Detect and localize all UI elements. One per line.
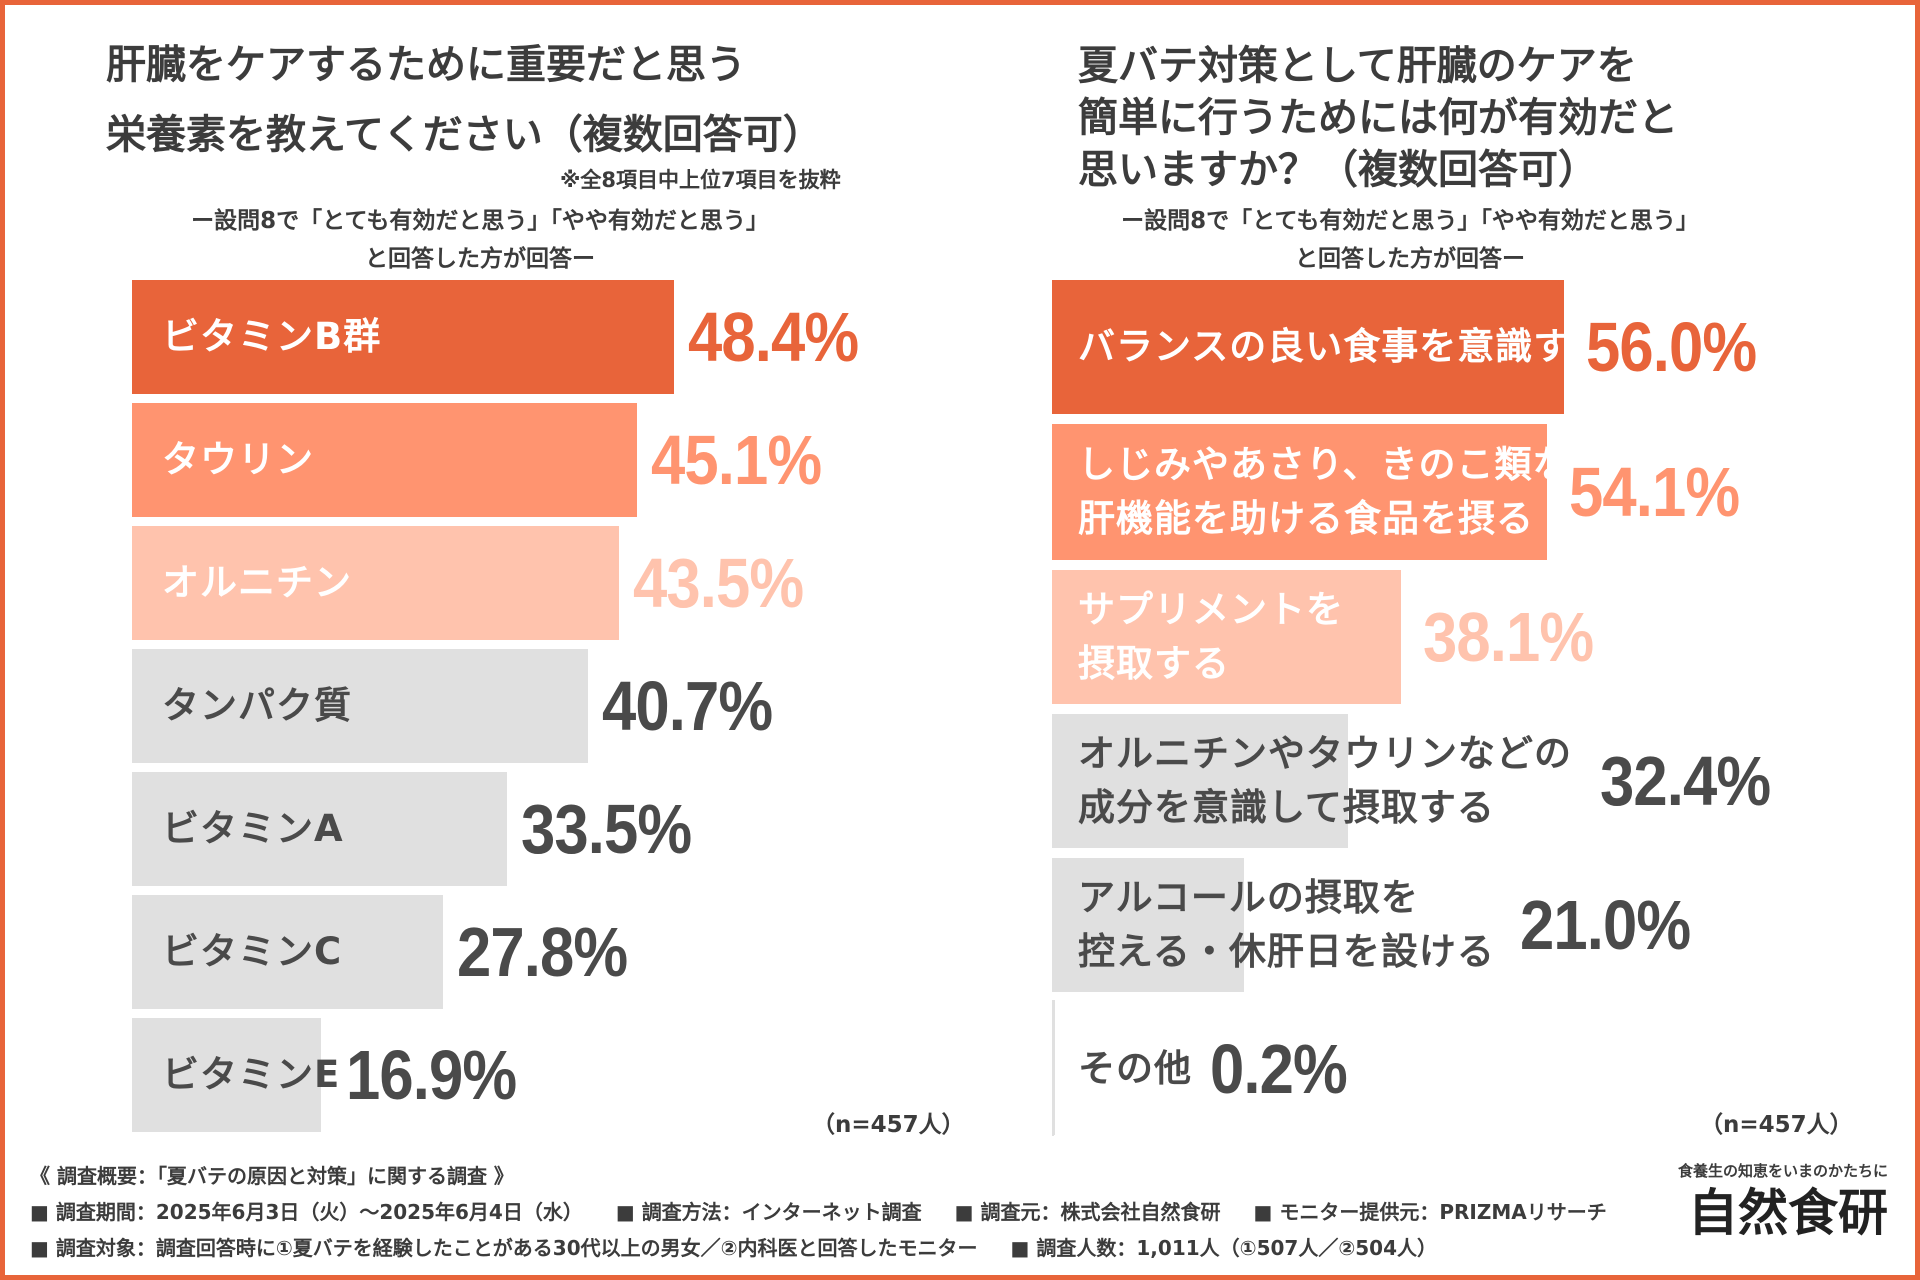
bar-label-line: ビタミンE bbox=[162, 1053, 341, 1096]
bar-label-line: ビタミンB群 bbox=[162, 315, 382, 358]
bar-label-line: オルニチンやタウリンなどの bbox=[1078, 732, 1572, 775]
bar-label-line: タンパク質 bbox=[162, 684, 352, 727]
left-sample-size: （n=457人） bbox=[812, 1112, 965, 1138]
bar-label-line: しじみやあさり、きのこ類など bbox=[1078, 443, 1609, 486]
bar-3 bbox=[1052, 570, 1401, 704]
brand-tagline: 食養生の知恵をいまのかたちに bbox=[1677, 1162, 1888, 1180]
bar-label-line: 摂取する bbox=[1078, 642, 1230, 685]
footer-count: ■ 調査人数：1,011人（①507人／②504人） bbox=[1010, 1236, 1438, 1260]
bar-label-4: タンパク質 bbox=[162, 679, 352, 733]
left-bar-chart: ビタミンB群 48.4% タウリン 45.1% オルニチン 43.5% タンパク質 40.7%… bbox=[132, 280, 1032, 1134]
bar-5 bbox=[1052, 858, 1245, 992]
bar-label-6: ビタミンC bbox=[162, 925, 342, 979]
bar-4 bbox=[132, 649, 588, 763]
bar-5 bbox=[132, 772, 508, 886]
right-title-line-1: 夏バテ対策として肝臓のケアを bbox=[1078, 43, 1637, 89]
bar-value-3: 43.5% bbox=[633, 544, 804, 622]
bar-label-line: ビタミンA bbox=[162, 807, 344, 850]
brand-name: 自然食研 bbox=[1688, 1183, 1888, 1242]
bar-label-line: 控える・休肝日を設ける bbox=[1078, 930, 1495, 973]
bar-3 bbox=[132, 526, 620, 640]
bar-value-2: 54.1% bbox=[1569, 453, 1740, 531]
left-title: 肝臓をケアするために重要だと思う 栄養素を教えてください（複数回答可） bbox=[106, 30, 823, 170]
bar-label-1: ビタミンB群 bbox=[162, 310, 381, 364]
bar-label-3: サプリメントを 摂取する bbox=[1078, 583, 1344, 691]
footer-monitor: ■ モニター提供元：PRIZMAリサーチ bbox=[1253, 1200, 1607, 1224]
right-title-line-3: 思いますか？（複数回答可） bbox=[1078, 147, 1598, 193]
brand-logo: 食養生の知恵をいまのかたちに 自然食研 bbox=[1678, 1160, 1888, 1245]
bar-value-3: 38.1% bbox=[1422, 598, 1594, 676]
left-subtitle-line-2: と回答した方が回答ー bbox=[365, 246, 595, 272]
right-title: 夏バテ対策として肝臓のケアを 簡単に行うためには何が有効だと 思いますか？（複数… bbox=[1078, 40, 1678, 196]
bar-4 bbox=[1052, 714, 1349, 848]
bar-1 bbox=[1052, 280, 1565, 414]
bar-value-6: 0.2% bbox=[1210, 1030, 1348, 1108]
left-subtitle: ー設問8で「とても有効だと思う」「やや有効だと思う」 と回答した方が回答ー bbox=[120, 202, 840, 278]
bar-label-line: ビタミンC bbox=[162, 930, 343, 973]
bar-value-7: 16.9% bbox=[346, 1036, 517, 1114]
bar-label-5: アルコールの摂取を控える・休肝日を設ける bbox=[1078, 871, 1495, 979]
footer-source: ■ 調査元：株式会社自然食研 bbox=[954, 1200, 1221, 1224]
footer-row-2: ■ 調査対象：調査回答時に①夏バテを経験したことがある30代以上の男女／②内科医… bbox=[30, 1230, 1633, 1266]
right-bar-chart: バランスの良い食事を意識する 56.0% しじみやあさり、きのこ類など 肝機能を助ける… bbox=[1052, 280, 1892, 1140]
bar-value-5: 21.0% bbox=[1520, 886, 1691, 964]
bar-label-line: タウリン bbox=[162, 438, 314, 481]
bar-label-3: オルニチン bbox=[162, 556, 352, 610]
bar-value-5: 33.5% bbox=[521, 790, 692, 868]
bar-6 bbox=[132, 895, 444, 1009]
footer-target: ■ 調査対象：調査回答時に①夏バテを経験したことがある30代以上の男女／②内科医… bbox=[30, 1236, 978, 1260]
footer-method: ■ 調査方法：インターネット調査 bbox=[615, 1200, 922, 1224]
bar-label-line: サプリメントを bbox=[1078, 588, 1344, 631]
bar-value-2: 45.1% bbox=[651, 421, 822, 499]
bar-label-4: オルニチンやタウリンなどの 成分を意識して摂取する bbox=[1078, 727, 1572, 835]
bar-6 bbox=[1052, 1002, 1054, 1136]
bar-2 bbox=[132, 403, 638, 517]
bar-value-4: 32.4% bbox=[1600, 742, 1771, 820]
bar-label-6: その他 bbox=[1078, 1042, 1192, 1096]
bar-value-1: 48.4% bbox=[688, 298, 859, 376]
bar-label-line: 肝機能を助ける食品を摂る bbox=[1078, 497, 1534, 540]
survey-footer: 《 調査概要：「夏バテの原因と対策」に関する調査 》 ■ 調査期間：2025年6… bbox=[30, 1158, 1633, 1266]
bar-label-line: オルニチン bbox=[162, 561, 352, 604]
right-title-line-2: 簡単に行うためには何が有効だと bbox=[1078, 95, 1678, 141]
bar-label-line: その他 bbox=[1078, 1047, 1192, 1090]
bar-value-6: 27.8% bbox=[457, 913, 628, 991]
bar-label-line: アルコールの摂取を bbox=[1078, 876, 1419, 919]
left-subtitle-line-1: ー設問8で「とても有効だと思う」「やや有効だと思う」 bbox=[191, 208, 769, 234]
bar-label-5: ビタミンA bbox=[162, 802, 344, 856]
right-subtitle-line-1: ー設問8で「とても有効だと思う」「やや有効だと思う」 bbox=[1121, 208, 1699, 234]
footer-period: ■ 調査期間：2025年6月3日（火）～2025年6月4日（水） bbox=[30, 1200, 583, 1224]
bar-7 bbox=[132, 1018, 322, 1132]
bar-label-1: バランスの良い食事を意識する bbox=[1078, 320, 1609, 374]
right-sample-size: （n=457人） bbox=[1700, 1112, 1853, 1138]
footer-row-1: ■ 調査期間：2025年6月3日（火）～2025年6月4日（水） ■ 調査方法：… bbox=[30, 1194, 1633, 1230]
bar-label-7: ビタミンE bbox=[162, 1048, 340, 1102]
right-subtitle: ー設問8で「とても有効だと思う」「やや有効だと思う」 と回答した方が回答ー bbox=[1050, 202, 1770, 278]
left-note: ※全8項目中上位7項目を抜粋 bbox=[560, 168, 841, 192]
left-title-line-2: 栄養素を教えてください（複数回答可） bbox=[106, 112, 823, 158]
bar-label-2: しじみやあさり、きのこ類など 肝機能を助ける食品を摂る bbox=[1078, 438, 1609, 546]
left-title-line-1: 肝臓をケアするために重要だと思う bbox=[106, 42, 746, 88]
bar-1 bbox=[132, 280, 675, 394]
bar-label-2: タウリン bbox=[162, 433, 314, 487]
bar-label-line: 成分を意識して摂取する bbox=[1078, 786, 1495, 829]
bar-value-1: 56.0% bbox=[1586, 308, 1757, 386]
right-subtitle-line-2: と回答した方が回答ー bbox=[1295, 246, 1525, 272]
bar-label-line: バランスの良い食事を意識する bbox=[1078, 325, 1610, 368]
bar-2 bbox=[1052, 424, 1547, 560]
footer-heading: 《 調査概要：「夏バテの原因と対策」に関する調査 》 bbox=[30, 1164, 514, 1188]
bar-value-4: 40.7% bbox=[601, 667, 773, 745]
